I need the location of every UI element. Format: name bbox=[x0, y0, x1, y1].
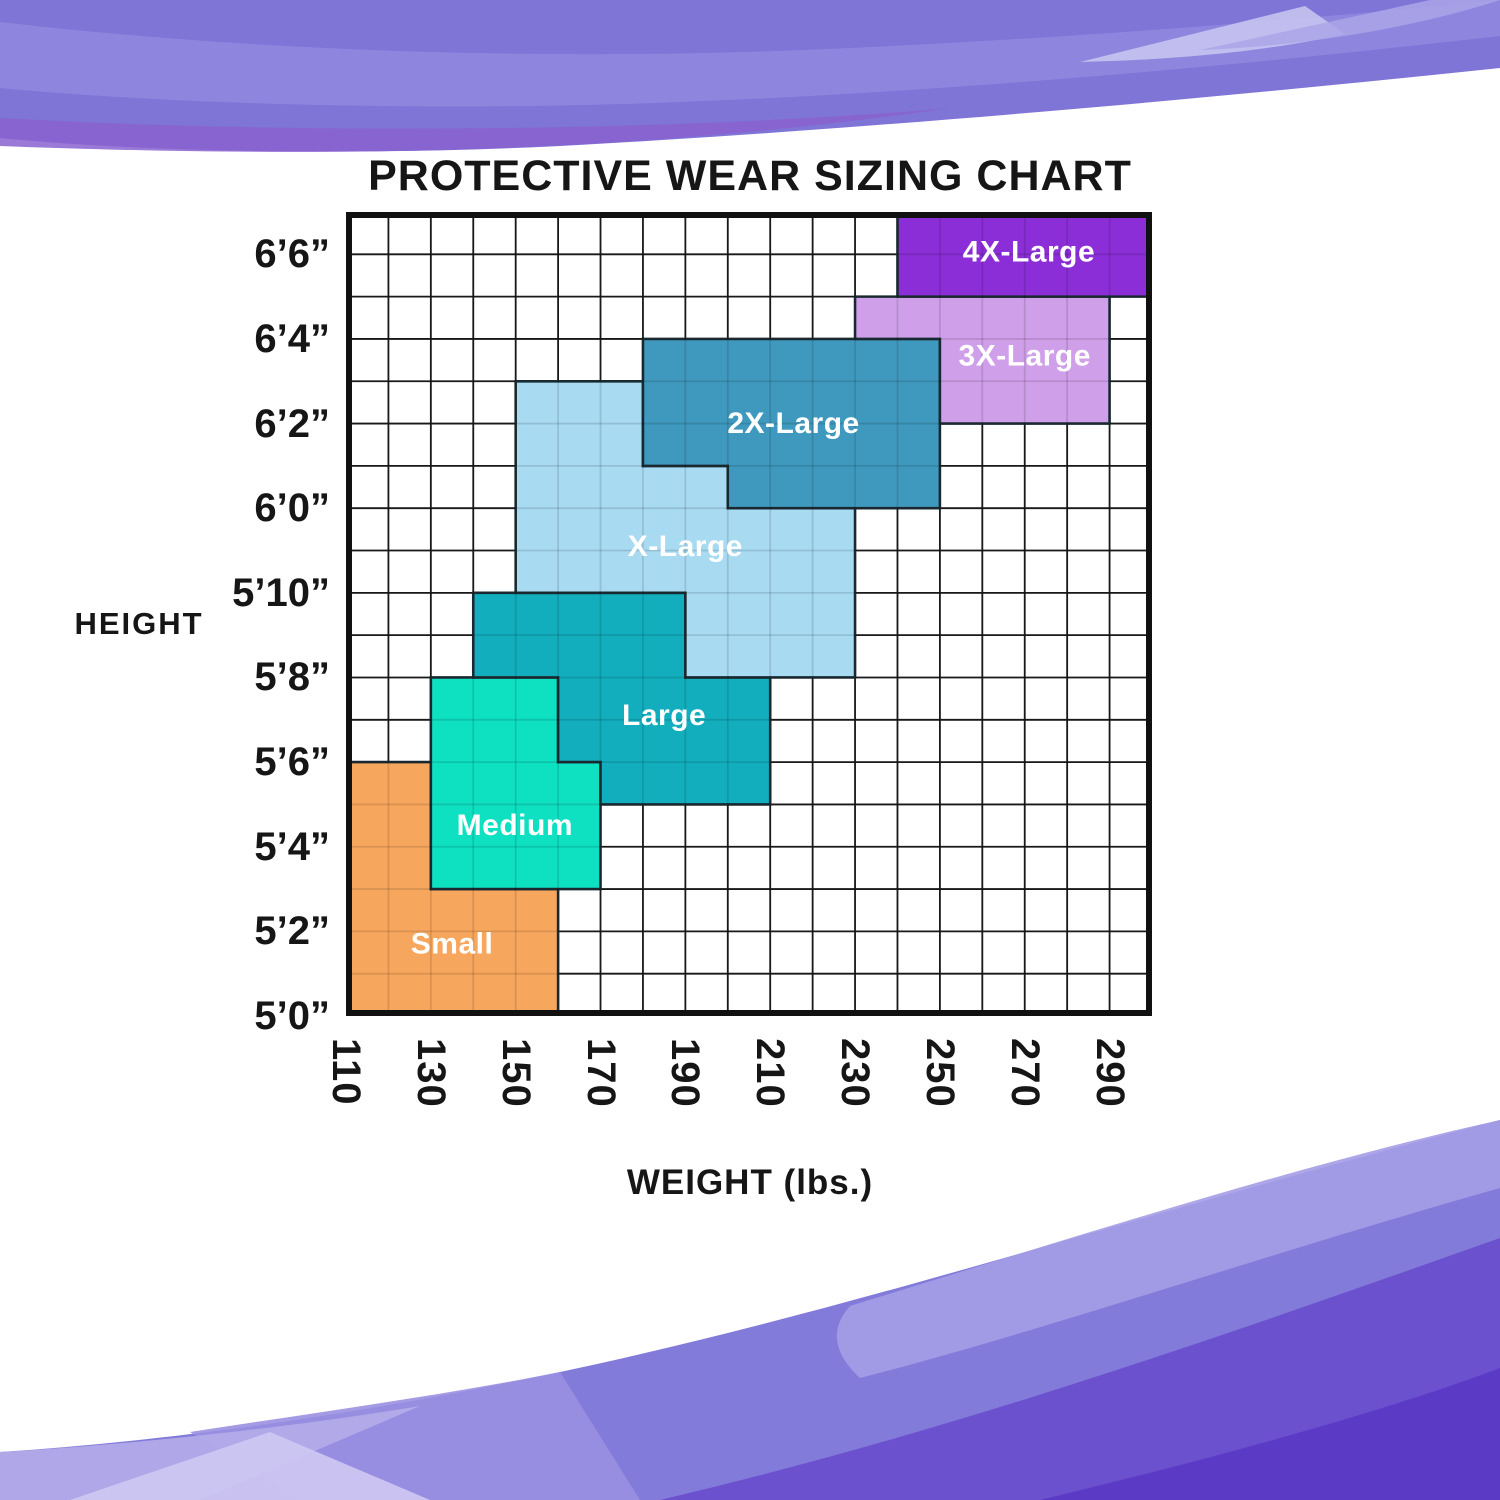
size-region-label-medium: Medium bbox=[457, 809, 573, 842]
y-tick-label: 6’0” bbox=[254, 486, 330, 531]
decor-bottom-light-band-shape bbox=[836, 1120, 1500, 1378]
size-region-label-2x-large: 2X-Large bbox=[727, 407, 859, 440]
y-axis-title: HEIGHT bbox=[74, 606, 204, 641]
y-tick-label: 6’4” bbox=[254, 316, 330, 361]
grid-lines bbox=[346, 212, 1152, 1016]
y-tick-label: 5’10” bbox=[232, 570, 330, 615]
y-tick-label: 5’8” bbox=[254, 655, 330, 700]
y-tick-label: 5’4” bbox=[254, 824, 330, 869]
decor-bottom-dark-wedge-shape bbox=[660, 1238, 1500, 1500]
decor-top-pale-facet2-shape bbox=[1200, 0, 1500, 50]
size-region-label-3x-large: 3X-Large bbox=[959, 339, 1091, 372]
x-tick-label: 110 bbox=[324, 1038, 368, 1106]
size-region-label-large: Large bbox=[622, 699, 706, 732]
x-tick-label: 270 bbox=[1002, 1038, 1047, 1108]
decor-bottom-left-pale-shape bbox=[70, 1432, 430, 1500]
x-tick-label: 130 bbox=[408, 1038, 453, 1108]
y-tick-label: 5’0” bbox=[254, 994, 330, 1038]
decor-top-dark-crescent-shape bbox=[0, 108, 950, 152]
x-tick-label: 190 bbox=[663, 1038, 708, 1108]
x-tick-label: 250 bbox=[917, 1038, 962, 1108]
y-tick-label: 5’6” bbox=[254, 740, 330, 785]
chart-title: PROTECTIVE WEAR SIZING CHART bbox=[368, 152, 1132, 200]
size-region-label-x-large: X-Large bbox=[628, 530, 743, 563]
size-region-label-small: Small bbox=[411, 928, 494, 961]
size-region-label-4x-large: 4X-Large bbox=[963, 236, 1095, 269]
sizing-chart-plot: Small Medium Large X-Large 2X-Large 3X-Large 4… bbox=[346, 212, 1152, 1016]
decor-bottom-swoosh bbox=[0, 1120, 1500, 1500]
x-tick-label: 170 bbox=[578, 1038, 623, 1108]
x-axis-title: WEIGHT (lbs.) bbox=[626, 1163, 874, 1202]
decor-top-swoosh bbox=[0, 0, 1500, 152]
x-tick-label: 150 bbox=[493, 1038, 538, 1108]
size-region-4x-large bbox=[896, 212, 1152, 298]
y-tick-label: 5’2” bbox=[254, 909, 330, 954]
x-tick-label: 290 bbox=[1087, 1038, 1132, 1108]
decor-top-light-band-shape bbox=[0, 0, 1500, 107]
x-tick-label: 230 bbox=[833, 1038, 878, 1108]
x-tick-label: 210 bbox=[748, 1038, 793, 1108]
decor-top-pale-facet-shape bbox=[1080, 6, 1345, 62]
y-tick-label: 6’2” bbox=[254, 401, 330, 446]
decor-bottom-deep-corner-shape bbox=[1040, 1368, 1500, 1500]
chart-frame bbox=[346, 212, 1152, 1016]
y-tick-label: 6’6” bbox=[254, 232, 330, 277]
